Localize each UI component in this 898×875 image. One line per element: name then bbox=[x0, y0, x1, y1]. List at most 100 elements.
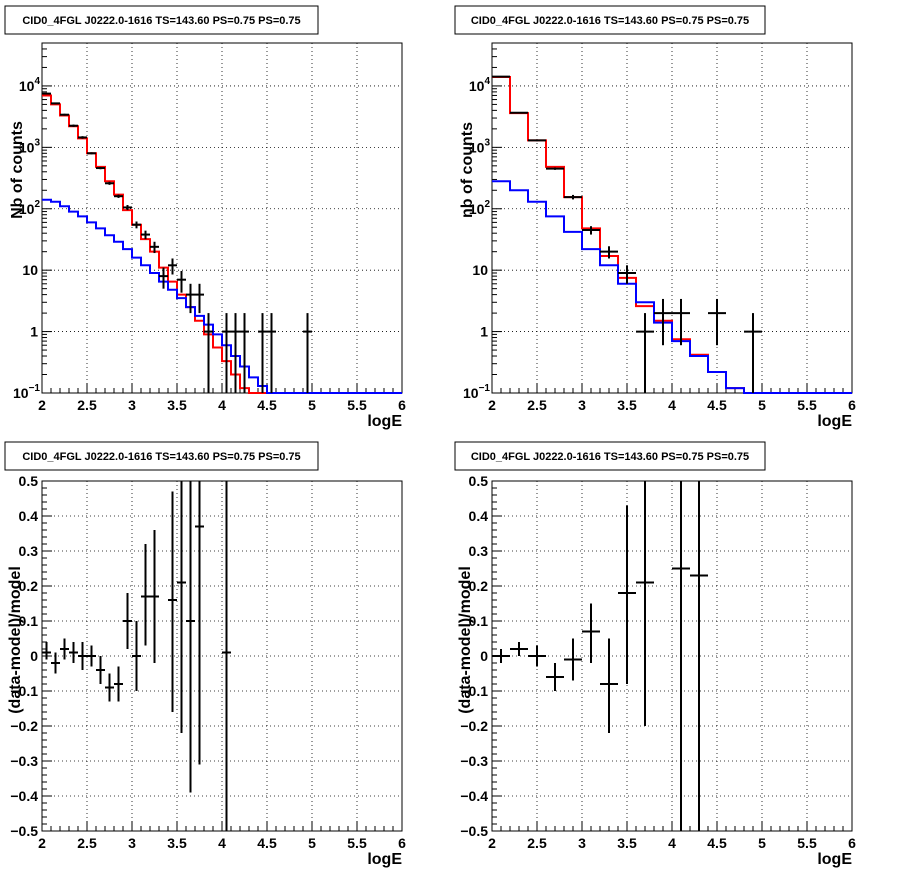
data-point bbox=[744, 313, 762, 393]
data-point bbox=[222, 481, 231, 831]
grid bbox=[492, 481, 852, 831]
y-tick-label: 0.2 bbox=[19, 578, 39, 594]
y-tick-label: 104 bbox=[19, 76, 41, 94]
y-tick-label: −0.3 bbox=[460, 753, 488, 769]
data-point bbox=[60, 113, 69, 116]
x-axis-label: logE bbox=[367, 851, 402, 868]
y-tick-label: 10 bbox=[472, 262, 488, 278]
data-point bbox=[114, 194, 123, 198]
data-point bbox=[492, 649, 510, 663]
data-point bbox=[690, 481, 708, 831]
y-tick-label: 1 bbox=[30, 324, 38, 340]
x-tick-label: 4 bbox=[668, 835, 676, 851]
y-tick-label: −0.4 bbox=[460, 788, 488, 804]
x-tick-label: 5 bbox=[308, 835, 316, 851]
data-point bbox=[492, 75, 510, 78]
x-tick-label: 5.5 bbox=[797, 835, 817, 851]
data-point bbox=[150, 241, 159, 254]
chart-title: CID0_4FGL J0222.0-1616 TS=143.60 PS=0.75… bbox=[471, 451, 749, 463]
data-point bbox=[78, 642, 87, 670]
y-tick-label: 103 bbox=[469, 137, 491, 155]
x-tick-label: 5 bbox=[758, 835, 766, 851]
data-point bbox=[258, 313, 267, 393]
data-point bbox=[654, 298, 672, 346]
x-tick-label: 2 bbox=[488, 835, 496, 851]
y-tick-label: 10−1 bbox=[463, 383, 490, 401]
x-tick-label: 3.5 bbox=[617, 835, 637, 851]
y-axis-label: (data-model)/model bbox=[457, 566, 474, 714]
x-tick-label: 4.5 bbox=[257, 835, 277, 851]
y-tick-label: −0.2 bbox=[460, 718, 488, 734]
x-tick-label: 3.5 bbox=[617, 397, 637, 413]
data-point bbox=[222, 313, 231, 393]
x-tick-label: 5.5 bbox=[797, 397, 817, 413]
y-tick-label: 1 bbox=[480, 324, 488, 340]
data-point bbox=[69, 642, 78, 663]
data-point bbox=[177, 270, 186, 293]
data-point bbox=[582, 226, 600, 235]
y-axis-label: Nb of counts bbox=[9, 121, 26, 219]
x-tick-label: 4.5 bbox=[257, 397, 277, 413]
y-axis-label: nb of counts bbox=[459, 122, 476, 218]
data-point bbox=[618, 505, 636, 684]
chart-panel-2: CID0_4FGL J0222.0-1616 TS=143.60 PS=0.75… bbox=[454, 5, 856, 430]
y-tick-label: 0.5 bbox=[19, 473, 39, 489]
data-point bbox=[600, 246, 618, 259]
data-point bbox=[150, 530, 159, 663]
y-tick-label: 0.5 bbox=[469, 473, 489, 489]
data-point bbox=[528, 139, 546, 142]
y-tick-label: −0.5 bbox=[460, 823, 488, 839]
data-point bbox=[87, 152, 96, 155]
y-tick-label: 0.4 bbox=[469, 508, 489, 524]
data-point bbox=[186, 481, 195, 793]
data-point bbox=[231, 313, 240, 393]
title-box bbox=[4, 441, 319, 471]
x-axis-label: logE bbox=[817, 413, 852, 430]
y-tick-label: 0.3 bbox=[19, 543, 39, 559]
x-tick-label: 3 bbox=[578, 397, 586, 413]
y-tick-label: 0.1 bbox=[19, 613, 39, 629]
data-point bbox=[510, 111, 528, 114]
data-point bbox=[204, 313, 213, 393]
data-point bbox=[60, 638, 69, 660]
x-tick-label: 5 bbox=[758, 397, 766, 413]
data-point bbox=[564, 194, 582, 200]
x-tick-label: 3 bbox=[128, 835, 136, 851]
x-tick-label: 4 bbox=[218, 397, 226, 413]
data-point bbox=[636, 313, 654, 393]
y-tick-label: −0.1 bbox=[460, 683, 488, 699]
series-total-model bbox=[492, 75, 852, 394]
x-tick-label: 5.5 bbox=[347, 397, 367, 413]
y-axis-label: (data-model)/model bbox=[7, 566, 24, 714]
chart-title: CID0_4FGL J0222.0-1616 TS=143.60 PS=0.75… bbox=[471, 15, 749, 27]
y-tick-label: 0 bbox=[480, 648, 488, 664]
data-point bbox=[672, 481, 690, 831]
data-point bbox=[636, 481, 654, 726]
x-tick-label: 5.5 bbox=[347, 835, 367, 851]
chart-title: CID0_4FGL J0222.0-1616 TS=143.60 PS=0.75… bbox=[22, 451, 300, 463]
x-tick-label: 6 bbox=[398, 835, 406, 851]
x-axis-label: logE bbox=[817, 851, 852, 868]
data-point bbox=[51, 102, 60, 105]
y-tick-label: 0.1 bbox=[469, 613, 489, 629]
x-tick-label: 6 bbox=[398, 397, 406, 413]
data-point bbox=[141, 230, 150, 240]
x-tick-label: 2 bbox=[488, 397, 496, 413]
data-point bbox=[177, 481, 186, 733]
x-tick-label: 6 bbox=[848, 835, 856, 851]
data-point bbox=[69, 124, 78, 127]
data-point bbox=[240, 313, 249, 393]
y-tick-label: 0 bbox=[30, 648, 38, 664]
y-tick-label: 10−1 bbox=[13, 383, 40, 401]
data-point bbox=[132, 621, 141, 691]
y-tick-label: 102 bbox=[19, 199, 41, 217]
data-point bbox=[105, 181, 114, 185]
grid bbox=[42, 43, 402, 393]
chart-panel-1: CID0_4FGL J0222.0-1616 TS=143.60 PS=0.75… bbox=[4, 5, 406, 430]
y-tick-label: 0.3 bbox=[469, 543, 489, 559]
chart-panel-3: CID0_4FGL J0222.0-1616 TS=143.60 PS=0.75… bbox=[4, 441, 406, 868]
data-point bbox=[87, 645, 96, 667]
x-tick-label: 3.5 bbox=[167, 835, 187, 851]
data-point bbox=[267, 313, 276, 393]
